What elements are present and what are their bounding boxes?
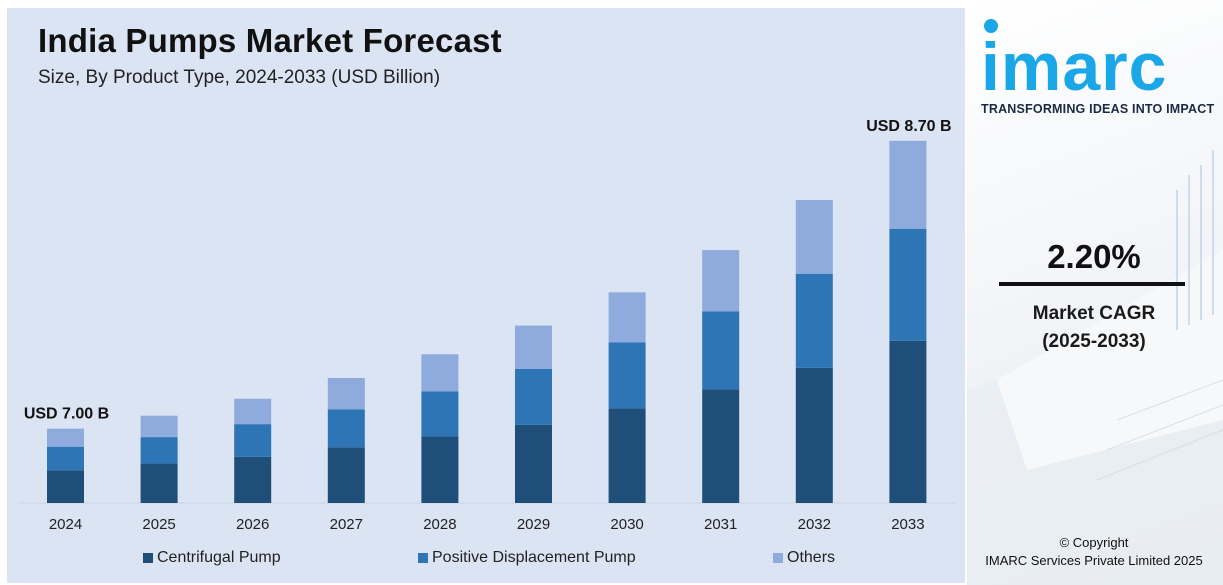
- bar-segment-2025-others: [140, 415, 178, 438]
- bar-segment-2025-centrifugal-pump: [140, 463, 178, 503]
- bar-segment-2026-positive-displacement-pump: [234, 424, 272, 457]
- cagr-label: Market CAGR (2025-2033): [967, 300, 1221, 356]
- copyright-line1: © Copyright: [1059, 535, 1129, 550]
- legend-label-positive-displacement: Positive Displacement Pump: [432, 549, 636, 566]
- bar-segment-2029-centrifugal-pump: [515, 424, 552, 503]
- copyright: © Copyright IMARC Services Private Limit…: [967, 534, 1221, 570]
- cagr-label-line2: (2025-2033): [1042, 331, 1146, 352]
- bar-segment-2032-centrifugal-pump: [795, 367, 833, 503]
- cagr-value: 2.20%: [1047, 238, 1141, 275]
- chart-subtitle: Size, By Product Type, 2024-2033 (USD Bi…: [38, 67, 441, 88]
- bar-segment-2031-centrifugal-pump: [702, 389, 740, 503]
- x-tick-label-2029: 2029: [517, 516, 550, 533]
- copyright-line2: IMARC Services Private Limited 2025: [985, 553, 1203, 568]
- bar-segment-2032-positive-displacement-pump: [795, 273, 833, 368]
- side-panel: imarc TRANSFORMING IDEAS INTO IMPACT 2.2…: [967, 0, 1223, 585]
- bar-segment-2032-others: [795, 199, 833, 274]
- x-tick-label-2031: 2031: [704, 516, 737, 533]
- legend-item-centrifugal: Centrifugal Pump: [143, 549, 281, 567]
- bar-segment-2033-others: [889, 140, 927, 229]
- legend-label-centrifugal: Centrifugal Pump: [157, 549, 281, 566]
- bar-segment-2028-centrifugal-pump: [421, 436, 459, 503]
- annotation-total-2033: USD 8.70 B: [866, 118, 951, 135]
- legend-item-others: Others: [773, 549, 835, 567]
- annotation-total-2024: USD 7.00 B: [24, 406, 109, 423]
- legend-swatch-others: [773, 553, 783, 563]
- bar-segment-2029-positive-displacement-pump: [515, 368, 552, 425]
- background-decoration: [967, 150, 1223, 585]
- bar-segment-2030-others: [608, 292, 646, 343]
- legend-label-others: Others: [787, 549, 836, 566]
- bar-segment-2027-positive-displacement-pump: [327, 409, 365, 448]
- bar-segment-2024-others: [47, 428, 84, 447]
- bar-segment-2031-others: [702, 250, 740, 312]
- stacked-bar-chart: 2024 2025 2026 2027 2028 2029 2030 2031 2032 2033…: [18, 118, 955, 533]
- bar-segment-2026-centrifugal-pump: [234, 456, 272, 503]
- cagr-divider: [999, 282, 1185, 286]
- legend-swatch-positive-displacement: [418, 553, 428, 563]
- x-tick-labels: 2024 2025 2026 2027 2028 2029 2030 2031 2032 2033: [49, 516, 925, 533]
- bar-segment-2025-positive-displacement-pump: [140, 437, 178, 464]
- bar-segment-2033-centrifugal-pump: [889, 340, 927, 503]
- x-tick-label-2032: 2032: [798, 516, 831, 533]
- bar-segment-2026-others: [234, 398, 272, 425]
- bar-segment-2029-others: [515, 325, 552, 369]
- x-tick-label-2025: 2025: [142, 516, 175, 533]
- cagr-label-line1: Market CAGR: [1032, 303, 1156, 324]
- bars-group: [47, 140, 927, 503]
- legend: Centrifugal Pump Positive Displacement P…: [0, 549, 965, 571]
- bar-segment-2030-positive-displacement-pump: [608, 342, 646, 409]
- bar-segment-2024-centrifugal-pump: [47, 470, 84, 503]
- brand-tagline: TRANSFORMING IDEAS INTO IMPACT: [981, 102, 1215, 116]
- svg-text:imarc: imarc: [981, 29, 1167, 93]
- bar-segment-2031-positive-displacement-pump: [702, 311, 740, 390]
- x-tick-label-2028: 2028: [423, 516, 456, 533]
- bar-segment-2028-positive-displacement-pump: [421, 391, 459, 437]
- bar-segment-2030-centrifugal-pump: [608, 408, 646, 503]
- bar-segment-2033-positive-displacement-pump: [889, 228, 927, 341]
- imarc-logo: imarc: [981, 19, 1167, 93]
- x-tick-label-2024: 2024: [49, 516, 82, 533]
- bar-segment-2027-others: [327, 377, 365, 410]
- bar-segment-2024-positive-displacement-pump: [47, 446, 84, 471]
- x-tick-label-2030: 2030: [610, 516, 643, 533]
- x-tick-label-2026: 2026: [236, 516, 269, 533]
- legend-swatch-centrifugal: [143, 553, 153, 563]
- annotations: USD 7.00 B USD 8.70 B: [24, 118, 952, 423]
- x-tick-label-2027: 2027: [330, 516, 363, 533]
- bar-segment-2027-centrifugal-pump: [327, 447, 365, 503]
- x-tick-label-2033: 2033: [891, 516, 924, 533]
- chart-title: India Pumps Market Forecast: [38, 22, 502, 59]
- legend-item-positive-displacement: Positive Displacement Pump: [418, 549, 636, 567]
- bar-segment-2028-others: [421, 354, 459, 392]
